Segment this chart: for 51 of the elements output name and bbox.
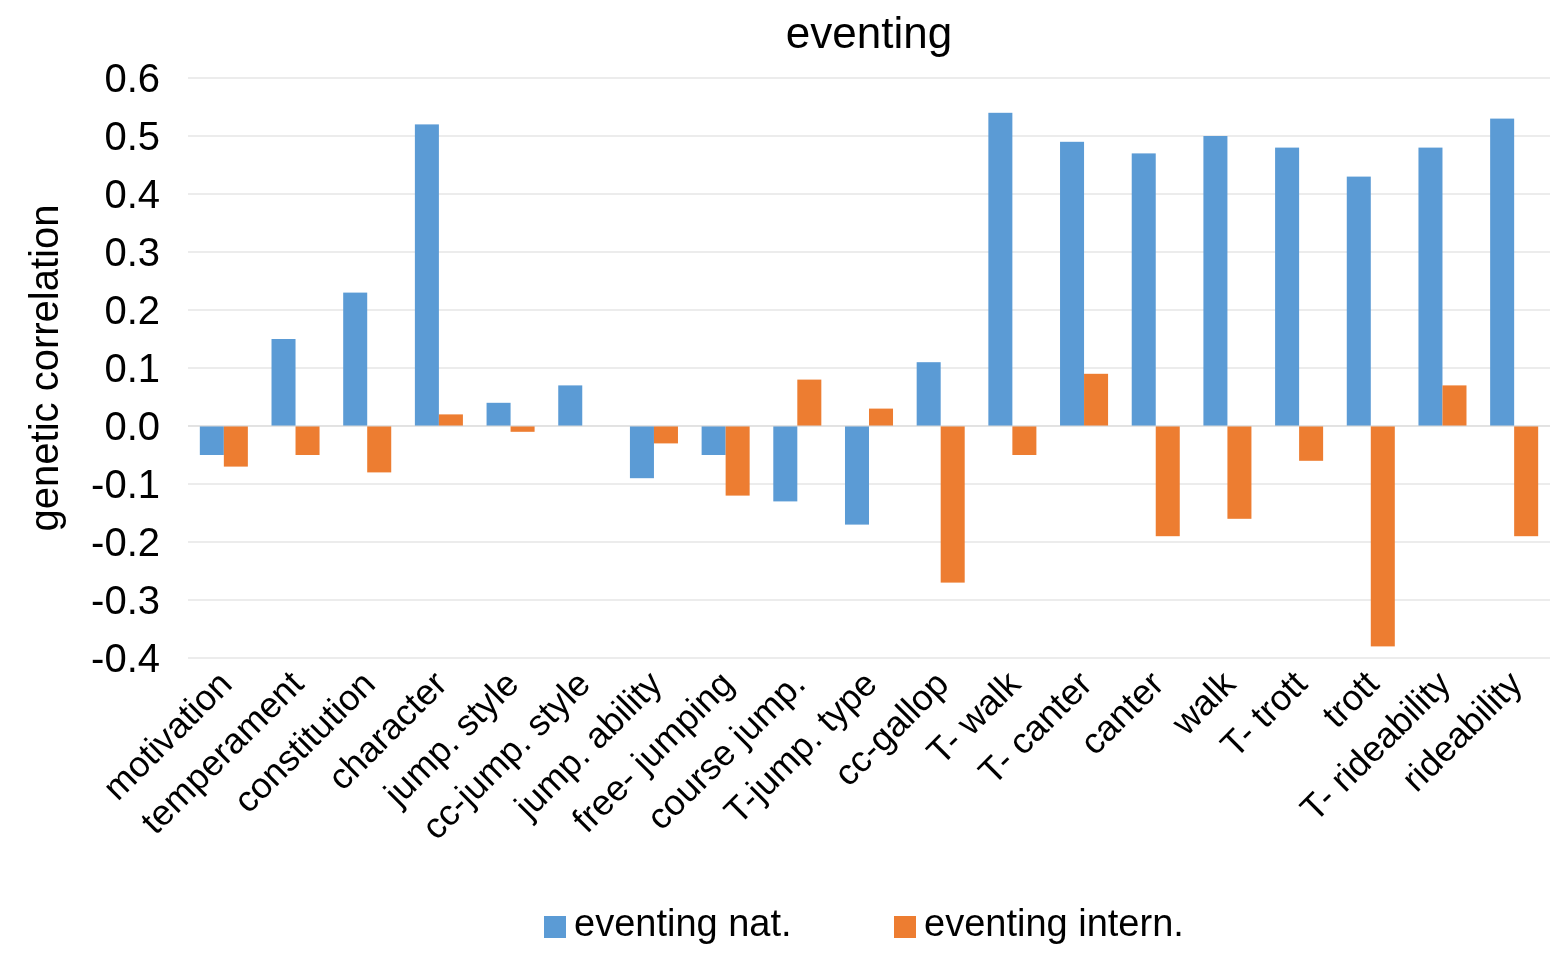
bar — [844, 426, 869, 525]
bar — [940, 426, 965, 583]
bar — [629, 426, 654, 479]
y-tick-label: 0.2 — [104, 288, 160, 332]
y-tick-label: 0.5 — [104, 114, 160, 158]
bar — [1514, 426, 1539, 537]
bar — [1418, 147, 1443, 426]
bar — [988, 112, 1013, 426]
y-tick-label: -0.3 — [91, 578, 160, 622]
legend-label: eventing nat. — [574, 902, 792, 944]
bar — [1275, 147, 1300, 426]
bar — [653, 426, 678, 444]
bar — [1084, 373, 1109, 426]
bar — [367, 426, 392, 473]
bar — [797, 379, 822, 426]
bar — [1442, 385, 1467, 426]
bar — [1346, 176, 1371, 426]
bar — [1227, 426, 1252, 519]
bar — [701, 426, 726, 455]
bar — [1060, 141, 1085, 426]
bar — [1370, 426, 1395, 647]
y-tick-label: 0.1 — [104, 346, 160, 390]
bar — [725, 426, 750, 496]
bar — [343, 292, 368, 426]
bar — [438, 414, 463, 426]
y-tick-label: 0.4 — [104, 172, 160, 216]
bar — [1203, 136, 1228, 426]
bar — [199, 426, 224, 455]
bar — [486, 402, 511, 426]
y-axis-title: genetic correlation — [22, 204, 66, 532]
y-tick-label: -0.1 — [91, 462, 160, 506]
bar — [1155, 426, 1180, 537]
bar — [869, 408, 894, 426]
y-tick-label: -0.4 — [91, 636, 160, 680]
y-tick-label: 0.0 — [104, 404, 160, 448]
bar — [1299, 426, 1324, 461]
bar — [295, 426, 320, 455]
bar — [916, 362, 941, 426]
legend-label: eventing intern. — [924, 902, 1184, 944]
y-tick-label: 0.6 — [104, 56, 160, 100]
bar — [1012, 426, 1037, 455]
chart-title: eventing — [785, 8, 953, 57]
bar — [558, 385, 583, 426]
bar — [414, 124, 439, 426]
bar — [1490, 118, 1515, 426]
bar — [223, 426, 248, 467]
bar — [1131, 153, 1156, 426]
bar — [773, 426, 798, 502]
bar — [271, 339, 296, 426]
y-tick-label: 0.3 — [104, 230, 160, 274]
y-tick-label: -0.2 — [91, 520, 160, 564]
